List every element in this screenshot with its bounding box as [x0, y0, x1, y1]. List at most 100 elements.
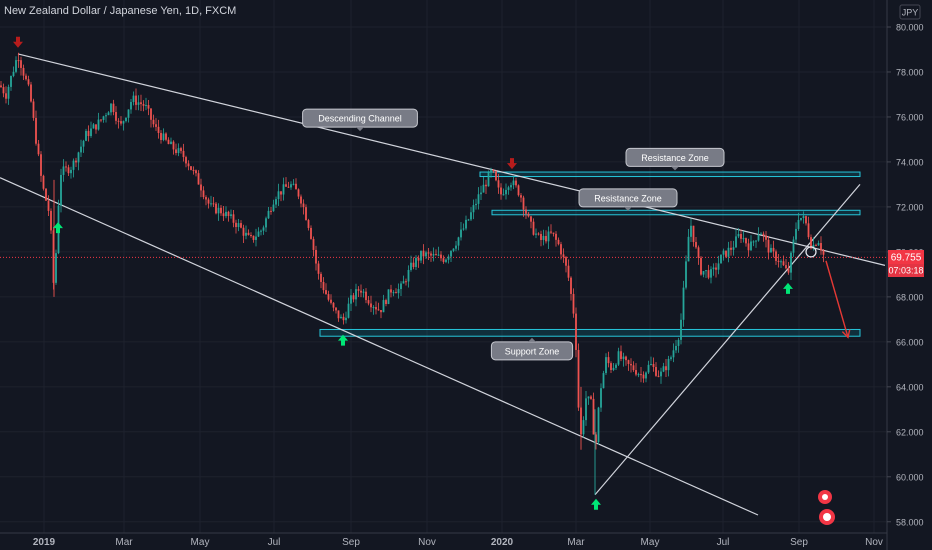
candle-body [330, 299, 332, 303]
candle-body [235, 222, 237, 228]
candle-body [297, 189, 300, 197]
currency-badge-box [899, 4, 921, 20]
candle-body [452, 248, 455, 251]
candle-body [732, 247, 735, 250]
candle-body [400, 283, 402, 290]
callout-tail [528, 337, 536, 342]
candle-body [325, 290, 327, 295]
time-tick-label: Jul [717, 537, 730, 548]
candle-body [387, 289, 390, 304]
candle-body [692, 225, 695, 243]
candle-body [100, 119, 102, 121]
candle-body [2, 87, 5, 94]
candle-body [190, 166, 192, 170]
time-tick-label: May [641, 537, 660, 548]
candle-body [807, 223, 810, 238]
candle-body [227, 211, 230, 217]
candle-body [632, 365, 635, 371]
candle-body [122, 121, 125, 124]
callout-tail [624, 206, 632, 211]
candle-body [695, 242, 697, 248]
candle-body [310, 227, 312, 239]
candlestick-series [0, 52, 825, 495]
candle-body [120, 121, 122, 124]
candle-body [725, 250, 727, 257]
candle-body [815, 244, 817, 246]
candle-body [767, 239, 770, 253]
candle-body [207, 199, 210, 204]
candle-body [345, 317, 347, 321]
candle-body [322, 281, 325, 291]
candle-body [612, 367, 615, 371]
candle-body [180, 148, 182, 151]
candle-body [662, 366, 665, 372]
candle-body [335, 307, 337, 311]
candle-body [377, 309, 380, 311]
candle-body [757, 234, 760, 241]
candle-body [535, 233, 537, 235]
candle-body [220, 207, 222, 214]
candle-body [492, 169, 495, 172]
candle-body [475, 203, 477, 206]
candle-body [155, 124, 157, 127]
candle-body [410, 262, 412, 270]
time-axis[interactable]: 2019 Mar May Jul Sep Nov 2020 Mar May Jul Sep Nov [33, 537, 883, 548]
candle-body [360, 290, 362, 293]
candle-body [660, 371, 662, 377]
price-tick-label: 74.000 [896, 157, 924, 167]
candle-body [0, 85, 2, 88]
candle-body [225, 211, 227, 217]
candle-body [202, 190, 205, 198]
candle-body [27, 79, 30, 85]
candle-body [200, 184, 202, 191]
candle-body [810, 237, 812, 249]
candle-body [432, 254, 435, 256]
candle-body [395, 292, 397, 294]
candle-body [817, 243, 820, 246]
candle-body [92, 124, 95, 129]
candle-body [140, 102, 142, 105]
time-tick-label: Nov [418, 537, 436, 548]
candle-body [430, 253, 432, 256]
candle-body [517, 185, 520, 196]
candle-body [565, 257, 567, 266]
candle-body [787, 268, 790, 273]
candle-body [450, 250, 452, 257]
candle-body [355, 289, 357, 300]
candle-body [402, 281, 405, 284]
candle-body [302, 203, 305, 208]
candle-body [152, 119, 155, 125]
candle-body [585, 398, 587, 421]
event-markers[interactable] [818, 490, 835, 525]
candle-body [665, 366, 667, 371]
candle-body [72, 160, 75, 170]
candle-body [20, 60, 22, 68]
candle-body [255, 236, 257, 240]
candle-body [162, 133, 165, 140]
candle-body [505, 189, 507, 195]
candle-body [272, 204, 275, 212]
time-tick-label: 2020 [491, 537, 514, 548]
candle-body [705, 270, 707, 272]
candle-body [510, 185, 512, 188]
candle-body [457, 237, 460, 246]
candle-body [135, 95, 137, 105]
price-tick-label: 80.000 [896, 22, 924, 32]
candle-body [647, 364, 650, 373]
candle-body [775, 251, 777, 261]
arrow-down-icon [507, 158, 517, 170]
candle-body [125, 117, 127, 122]
time-tick-label: Mar [567, 537, 585, 548]
candle-body [742, 238, 745, 240]
candle-body [77, 152, 80, 163]
candle-body [745, 238, 747, 244]
candle-body [592, 398, 595, 435]
candle-body [550, 231, 552, 233]
candle-body [42, 175, 45, 189]
candle-body [265, 218, 267, 228]
candle-body [60, 174, 62, 206]
candle-body [687, 236, 690, 262]
candle-body [205, 197, 207, 200]
candle-body [392, 292, 395, 294]
